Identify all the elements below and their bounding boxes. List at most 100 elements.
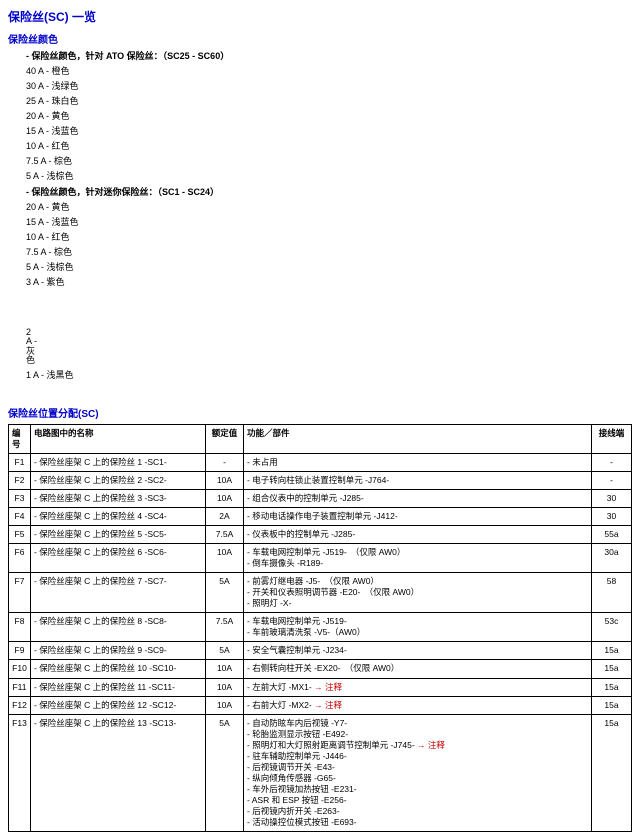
cell-val: 10A	[206, 544, 244, 573]
color-item: 20 A - 黄色	[26, 200, 632, 213]
page-title: 保险丝(SC) 一览	[8, 8, 632, 25]
fuse-colors-block: 保险丝颜色，针对 ATO 保险丝：（SC25 - SC60） 40 A - 橙色…	[26, 49, 632, 381]
th-func: 功能／部件	[244, 424, 592, 453]
cell-name: 保险丝座架 C 上的保险丝 7 -SC7-	[31, 573, 206, 613]
mini-lead: 保险丝颜色，针对迷你保险丝：（SC1 - SC24）	[26, 185, 632, 198]
cell-idx: F13	[9, 714, 31, 831]
cell-wire: 15a	[592, 696, 632, 714]
cell-wire: 15a	[592, 678, 632, 696]
cell-func: 右前大灯 -MX2- → 注释	[244, 696, 592, 714]
cell-val: 5A	[206, 714, 244, 831]
cell-val: -	[206, 453, 244, 471]
cell-val: 2A	[206, 507, 244, 525]
cell-func: 安全气囊控制单元 -J234-	[244, 642, 592, 660]
table-row: F2保险丝座架 C 上的保险丝 2 -SC2-10A电子转向柱锁止装置控制单元 …	[9, 471, 632, 489]
cell-name: 保险丝座架 C 上的保险丝 9 -SC9-	[31, 642, 206, 660]
cell-wire: 55a	[592, 526, 632, 544]
cell-func: 车载电网控制单元 -J519- （仅限 AW0）倒车摄像头 -R189-	[244, 544, 592, 573]
cell-idx: F11	[9, 678, 31, 696]
cell-idx: F10	[9, 660, 31, 678]
cell-wire: 15a	[592, 714, 632, 831]
cell-func: 仪表板中的控制单元 -J285-	[244, 526, 592, 544]
cell-idx: F6	[9, 544, 31, 573]
extra-2a: 2 A - 灰色	[26, 328, 38, 366]
cell-idx: F12	[9, 696, 31, 714]
cell-name: 保险丝座架 C 上的保险丝 12 -SC12-	[31, 696, 206, 714]
th-wire: 接线端	[592, 424, 632, 453]
color-item: 7.5 A - 棕色	[26, 154, 632, 167]
cell-idx: F7	[9, 573, 31, 613]
table-row: F8保险丝座架 C 上的保险丝 8 -SC8-7.5A车载电网控制单元 -J51…	[9, 613, 632, 642]
table-row: F13保险丝座架 C 上的保险丝 13 -SC13-5A自动防眩车内后视镜 -Y…	[9, 714, 632, 831]
cell-name: 保险丝座架 C 上的保险丝 10 -SC10-	[31, 660, 206, 678]
cell-func: 左前大灯 -MX1- → 注释	[244, 678, 592, 696]
table-row: F4保险丝座架 C 上的保险丝 4 -SC4-2A移动电话操作电子装置控制单元 …	[9, 507, 632, 525]
color-item: 20 A - 黄色	[26, 109, 632, 122]
extra-1a: 1 A - 浅黑色	[26, 368, 632, 381]
color-item: 10 A - 红色	[26, 230, 632, 243]
table-row: F5保险丝座架 C 上的保险丝 5 -SC5-7.5A仪表板中的控制单元 -J2…	[9, 526, 632, 544]
color-item: 5 A - 浅棕色	[26, 260, 632, 273]
color-item: 25 A - 珠白色	[26, 94, 632, 107]
color-item: 7.5 A - 棕色	[26, 245, 632, 258]
cell-wire: 30	[592, 507, 632, 525]
table-row: F1保险丝座架 C 上的保险丝 1 -SC1--未占用-	[9, 453, 632, 471]
cell-name: 保险丝座架 C 上的保险丝 1 -SC1-	[31, 453, 206, 471]
table-row: F3保险丝座架 C 上的保险丝 3 -SC3-10A组合仪表中的控制单元 -J2…	[9, 489, 632, 507]
cell-idx: F1	[9, 453, 31, 471]
th-idx: 编号	[9, 424, 31, 453]
cell-func: 车载电网控制单元 -J519-车前玻璃清洗泵 -V5-（AW0）	[244, 613, 592, 642]
cell-func: 组合仪表中的控制单元 -J285-	[244, 489, 592, 507]
cell-name: 保险丝座架 C 上的保险丝 2 -SC2-	[31, 471, 206, 489]
cell-wire: 30	[592, 489, 632, 507]
th-name: 电路图中的名称	[31, 424, 206, 453]
cell-val: 10A	[206, 660, 244, 678]
table-row: F11保险丝座架 C 上的保险丝 11 -SC11-10A左前大灯 -MX1- …	[9, 678, 632, 696]
cell-idx: F5	[9, 526, 31, 544]
color-item: 3 A - 紫色	[26, 275, 632, 288]
cell-name: 保险丝座架 C 上的保险丝 13 -SC13-	[31, 714, 206, 831]
table-row: F10保险丝座架 C 上的保险丝 10 -SC10-10A右侧转向柱开关 -EX…	[9, 660, 632, 678]
fuse-table: 编号 电路图中的名称 额定值 功能／部件 接线端 F1保险丝座架 C 上的保险丝…	[8, 424, 632, 832]
cell-name: 保险丝座架 C 上的保险丝 11 -SC11-	[31, 678, 206, 696]
cell-wire: 30a	[592, 544, 632, 573]
cell-val: 10A	[206, 678, 244, 696]
cell-name: 保险丝座架 C 上的保险丝 3 -SC3-	[31, 489, 206, 507]
cell-func: 未占用	[244, 453, 592, 471]
cell-func: 前雾灯继电器 -J5- （仅限 AW0）开关和仪表照明调节器 -E20- （仅限…	[244, 573, 592, 613]
cell-wire: 58	[592, 573, 632, 613]
cell-func: 电子转向柱锁止装置控制单元 -J764-	[244, 471, 592, 489]
table-row: F7保险丝座架 C 上的保险丝 7 -SC7-5A前雾灯继电器 -J5- （仅限…	[9, 573, 632, 613]
cell-val: 5A	[206, 573, 244, 613]
ato-lead: 保险丝颜色，针对 ATO 保险丝：（SC25 - SC60）	[26, 49, 632, 62]
section-colors-heading: 保险丝颜色	[8, 31, 632, 46]
cell-wire: -	[592, 453, 632, 471]
cell-val: 10A	[206, 696, 244, 714]
cell-wire: 53c	[592, 613, 632, 642]
cell-idx: F9	[9, 642, 31, 660]
cell-name: 保险丝座架 C 上的保险丝 6 -SC6-	[31, 544, 206, 573]
cell-name: 保险丝座架 C 上的保险丝 5 -SC5-	[31, 526, 206, 544]
cell-val: 10A	[206, 471, 244, 489]
th-val: 额定值	[206, 424, 244, 453]
cell-func: 移动电话操作电子装置控制单元 -J412-	[244, 507, 592, 525]
cell-idx: F2	[9, 471, 31, 489]
cell-idx: F3	[9, 489, 31, 507]
cell-idx: F8	[9, 613, 31, 642]
cell-wire: 15a	[592, 660, 632, 678]
cell-wire: -	[592, 471, 632, 489]
table-row: F12保险丝座架 C 上的保险丝 12 -SC12-10A右前大灯 -MX2- …	[9, 696, 632, 714]
cell-func: 自动防眩车内后视镜 -Y7-轮胎监测显示按钮 -E492-照明灯和大灯照射距离调…	[244, 714, 592, 831]
cell-val: 7.5A	[206, 526, 244, 544]
cell-name: 保险丝座架 C 上的保险丝 4 -SC4-	[31, 507, 206, 525]
table-row: F6保险丝座架 C 上的保险丝 6 -SC6-10A车载电网控制单元 -J519…	[9, 544, 632, 573]
color-item: 15 A - 浅蓝色	[26, 124, 632, 137]
cell-val: 10A	[206, 489, 244, 507]
color-item: 30 A - 浅绿色	[26, 79, 632, 92]
table-row: F9保险丝座架 C 上的保险丝 9 -SC9-5A安全气囊控制单元 -J234-…	[9, 642, 632, 660]
section-table-heading: 保险丝位置分配(SC)	[8, 405, 632, 420]
cell-wire: 15a	[592, 642, 632, 660]
color-item: 5 A - 浅棕色	[26, 169, 632, 182]
color-item: 10 A - 红色	[26, 139, 632, 152]
cell-idx: F4	[9, 507, 31, 525]
